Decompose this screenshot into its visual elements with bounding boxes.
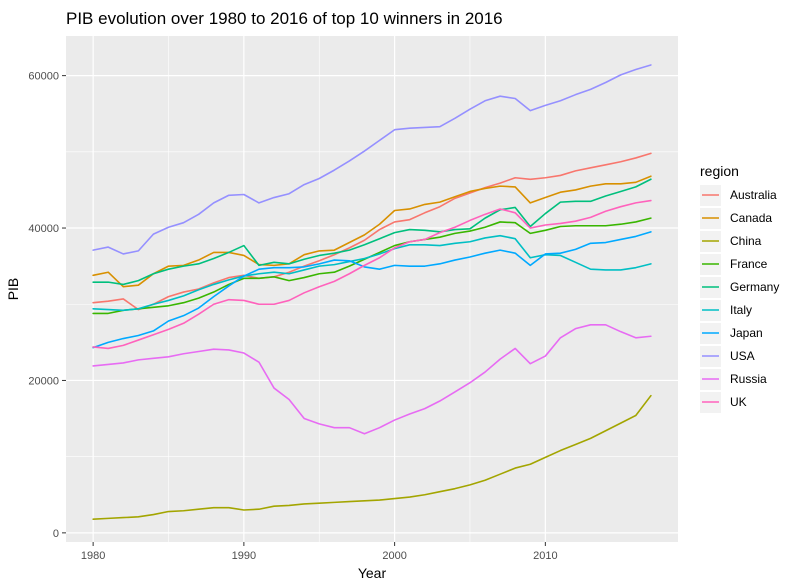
series-line-uk bbox=[92, 199, 652, 350]
legend-label: USA bbox=[730, 349, 755, 363]
legend: region Australia Canada China France Germany… bbox=[700, 163, 779, 413]
legend-label: Australia bbox=[730, 188, 777, 202]
legend-item-australia: Australia bbox=[700, 185, 777, 206]
y-tick-label: 0 bbox=[53, 528, 59, 540]
series-line-germany bbox=[92, 178, 652, 286]
series-line-australia bbox=[92, 152, 652, 311]
y-axis-title: PIB bbox=[5, 278, 21, 301]
legend-label: Russia bbox=[730, 372, 767, 386]
x-tick-label: 2000 bbox=[382, 550, 406, 562]
x-tick-label: 2010 bbox=[533, 550, 557, 562]
legend-item-usa: USA bbox=[700, 346, 755, 367]
series-line-italy bbox=[92, 234, 652, 312]
legend-item-uk: UK bbox=[700, 392, 747, 413]
plot-panel bbox=[66, 36, 678, 542]
legend-item-germany: Germany bbox=[700, 277, 779, 298]
legend-item-russia: Russia bbox=[700, 369, 767, 390]
legend-label: China bbox=[730, 234, 762, 248]
y-tick-label: 20000 bbox=[28, 375, 59, 387]
legend-label: Germany bbox=[730, 280, 779, 294]
x-axis-title: Year bbox=[358, 565, 387, 581]
series-lines bbox=[92, 64, 652, 520]
legend-item-italy: Italy bbox=[700, 300, 752, 321]
series-line-canada bbox=[92, 175, 652, 288]
series-line-china bbox=[92, 394, 652, 520]
series-line-japan bbox=[92, 231, 652, 349]
legend-item-japan: Japan bbox=[700, 323, 763, 344]
legend-label: Italy bbox=[730, 303, 752, 317]
legend-label: Canada bbox=[730, 211, 772, 225]
x-axis: 1980 1990 2000 2010 bbox=[81, 542, 558, 562]
legend-label: Japan bbox=[730, 326, 763, 340]
series-line-russia bbox=[92, 324, 652, 435]
legend-item-canada: Canada bbox=[700, 208, 772, 229]
x-tick-label: 1990 bbox=[232, 550, 256, 562]
y-tick-label: 40000 bbox=[28, 223, 59, 235]
legend-label: UK bbox=[730, 395, 747, 409]
y-axis: 0 20000 40000 60000 bbox=[28, 71, 66, 540]
legend-title: region bbox=[700, 163, 739, 179]
legend-item-france: France bbox=[700, 254, 768, 275]
series-line-usa bbox=[92, 64, 652, 255]
grid-minor bbox=[66, 36, 678, 542]
legend-item-china: China bbox=[700, 231, 762, 252]
y-tick-label: 60000 bbox=[28, 71, 59, 83]
legend-label: France bbox=[730, 257, 768, 271]
x-tick-label: 1980 bbox=[81, 550, 105, 562]
chart-title: PIB evolution over 1980 to 2016 of top 1… bbox=[66, 9, 503, 28]
